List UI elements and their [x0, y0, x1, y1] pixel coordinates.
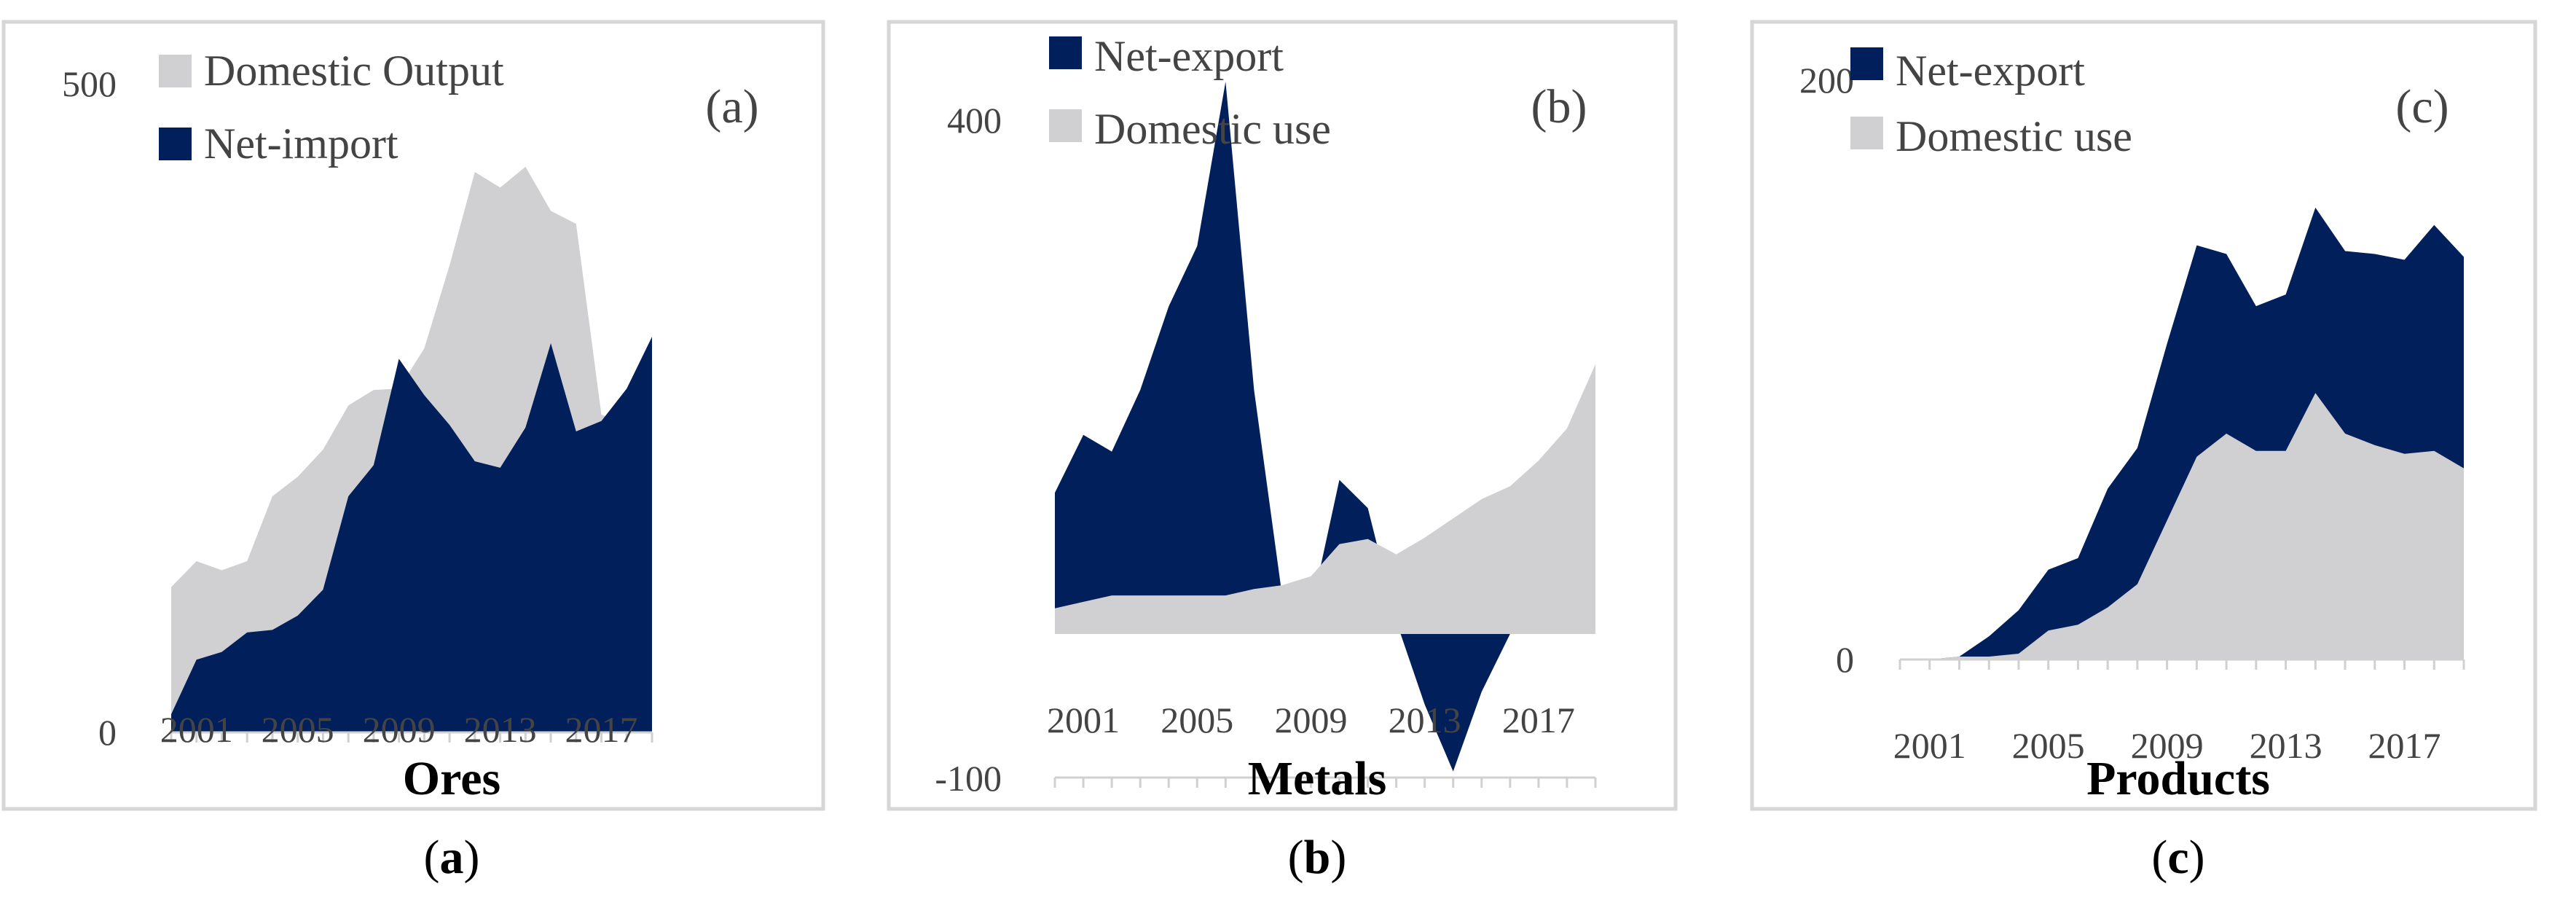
- x-tick-label: 2005: [1161, 700, 1233, 740]
- caption-letter: a: [440, 831, 464, 884]
- panel-caption: (c): [2151, 831, 2204, 884]
- y-tick-label: 500: [62, 63, 117, 104]
- caption-letter: c: [2167, 831, 2188, 884]
- legend-swatch: [1049, 109, 1082, 142]
- x-tick-label: 2009: [363, 709, 436, 750]
- caption-close: ): [1330, 831, 1346, 884]
- caption-letter: b: [1304, 831, 1331, 884]
- panel-frame: [887, 20, 1678, 811]
- chart-title: Ores: [403, 752, 500, 805]
- legend-label: Net-import: [204, 120, 398, 168]
- panel-tag: (a): [705, 80, 758, 133]
- chart-panel-b: 2001 2005 2009 2013 2017 400 -100 Net-export Dom…: [887, 20, 1678, 884]
- legend-label: Net-export: [1896, 47, 2085, 95]
- x-tick-label: 2017: [1502, 700, 1575, 740]
- legend-label: Domestic use: [1094, 105, 1331, 153]
- x-tick-label: 2017: [565, 709, 638, 750]
- x-tick-label: 2009: [2131, 725, 2204, 766]
- x-tick-label: 2013: [1389, 700, 1461, 740]
- panel-caption: (b): [1288, 831, 1347, 884]
- x-tick-label: 2001: [1893, 725, 1966, 766]
- panel-tag: (b): [1531, 80, 1587, 133]
- y-tick-label: 400: [947, 100, 1002, 141]
- chart-title: Metals: [1248, 752, 1387, 805]
- series-area-net-import: [171, 337, 652, 733]
- series-area-domestic-use: [1055, 364, 1595, 634]
- x-tick-label: 2013: [2250, 725, 2322, 766]
- caption-open: (: [1288, 831, 1304, 884]
- chart-panel-c: 2001 2005 2009 2013 2017 0 200 Net-export Domest…: [1750, 20, 2537, 884]
- x-tick-label: 2013: [464, 709, 537, 750]
- caption-open: (: [2151, 831, 2167, 884]
- x-tick-label: 2001: [160, 709, 233, 750]
- legend-swatch: [159, 128, 192, 160]
- panel-caption: (a): [424, 831, 480, 884]
- legend-swatch: [1049, 36, 1082, 69]
- legend-swatch: [159, 55, 192, 87]
- legend-label: Domestic Output: [204, 47, 504, 95]
- caption-close: ): [464, 831, 480, 884]
- x-tick-label: 2005: [262, 709, 334, 750]
- chart-title: Products: [2086, 752, 2270, 805]
- x-tick-label: 2005: [2012, 725, 2085, 766]
- x-tick-label: 2001: [1047, 700, 1120, 740]
- chart-panel-a: 2001 2005 2009 2013 2017 0 500 Domestic Output N…: [1, 20, 825, 884]
- x-tick-label: 2017: [2368, 725, 2441, 766]
- legend-swatch: [1850, 47, 1883, 80]
- x-tick-label: 2009: [1274, 700, 1347, 740]
- legend-label: Domestic use: [1896, 112, 2132, 160]
- y-tick-label: 200: [1799, 60, 1854, 101]
- y-tick-label: -100: [935, 758, 1002, 799]
- caption-close: ): [2189, 831, 2205, 884]
- panel-tag: (c): [2395, 80, 2449, 133]
- legend-swatch: [1850, 117, 1883, 149]
- y-tick-label: 0: [98, 712, 117, 753]
- caption-open: (: [424, 831, 440, 884]
- legend-label: Net-export: [1094, 32, 1284, 80]
- y-tick-label: 0: [1836, 639, 1854, 680]
- series-area-domestic-use: [1900, 393, 2464, 660]
